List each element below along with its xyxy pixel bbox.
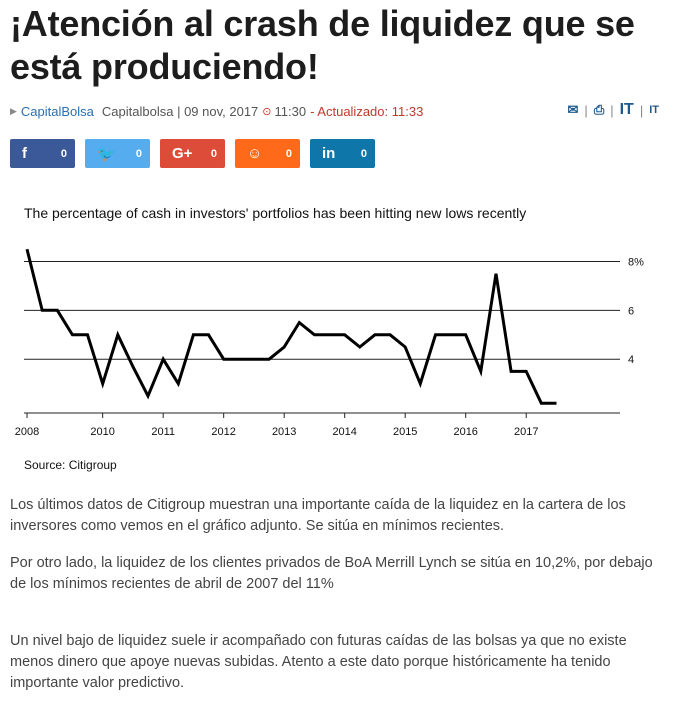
clock-icon: ⊙ (262, 105, 272, 118)
article-title: ¡Atención al crash de liquidez que se es… (10, 3, 635, 87)
x-tick-label: 2008 (15, 426, 39, 438)
x-tick-label: 2016 (453, 426, 477, 438)
x-tick-label: 2014 (332, 426, 356, 438)
facebook-icon: f (22, 145, 27, 162)
y-tick-label: 8% (628, 256, 644, 268)
chart-source: Source: Citigroup (24, 458, 117, 472)
x-tick-label: 2017 (514, 426, 538, 438)
paragraph-1: Los últimos datos de Citigroup muestran … (10, 497, 626, 534)
article-meta: ▶ CapitalBolsa Capitalbolsa | 09 nov, 20… (10, 101, 670, 121)
font-increase-button[interactable]: IT (619, 101, 634, 118)
share-googleplus-button[interactable]: G+ 0 (160, 139, 225, 168)
email-icon[interactable]: ✉ (567, 102, 579, 117)
share-count: 0 (285, 147, 292, 160)
publish-time: 11:30 (274, 103, 307, 119)
share-linkedin-button[interactable]: in 0 (310, 139, 375, 168)
paragraph-3: Un nivel bajo de liquidez suele ir acomp… (10, 633, 627, 691)
share-twitter-button[interactable]: 🐦 0 (85, 139, 150, 168)
linkedin-icon: in (322, 145, 336, 162)
share-count: 0 (60, 147, 67, 160)
caret-right-icon: ▶ (10, 105, 17, 116)
font-decrease-button[interactable]: IT (649, 104, 659, 116)
byline: Capitalbolsa | 09 nov, 2017 (101, 103, 259, 119)
share-facebook-button[interactable]: f 0 (10, 139, 75, 168)
twitter-icon: 🐦 (97, 145, 116, 163)
paragraph-2: Por otro lado, la liquidez de los client… (10, 555, 653, 592)
y-tick-label: 4 (628, 354, 634, 366)
article-tools: ✉ | ⎙ | IT | IT (567, 101, 659, 118)
cash-chart: The percentage of cash in investors' por… (10, 200, 662, 482)
print-icon[interactable]: ⎙ (593, 102, 605, 117)
x-tick-label: 2010 (90, 426, 114, 438)
google-plus-icon: G+ (172, 145, 193, 162)
source-link[interactable]: CapitalBolsa (20, 103, 94, 119)
share-bar: f 0 🐦 0 G+ 0 ☺ 0 in 0 (10, 139, 375, 168)
share-count: 0 (360, 147, 367, 160)
y-tick-label: 6 (628, 305, 634, 317)
chart-title: The percentage of cash in investors' por… (24, 205, 527, 221)
x-tick-label: 2011 (151, 426, 175, 438)
share-count: 0 (135, 147, 142, 160)
share-count: 0 (210, 147, 217, 160)
x-tick-label: 2012 (211, 426, 235, 438)
share-meneame-button[interactable]: ☺ 0 (235, 139, 300, 168)
meneame-icon: ☺ (247, 145, 263, 162)
cash-series-line (25, 248, 557, 405)
updated-time: - Actualizado: 11:33 (310, 103, 424, 119)
chart-svg: 8% 6 4 2008 2010 2011 2012 2013 2014 2015 2016 2017 (15, 248, 644, 438)
x-tick-label: 2013 (272, 426, 296, 438)
x-tick-label: 2015 (393, 426, 417, 438)
